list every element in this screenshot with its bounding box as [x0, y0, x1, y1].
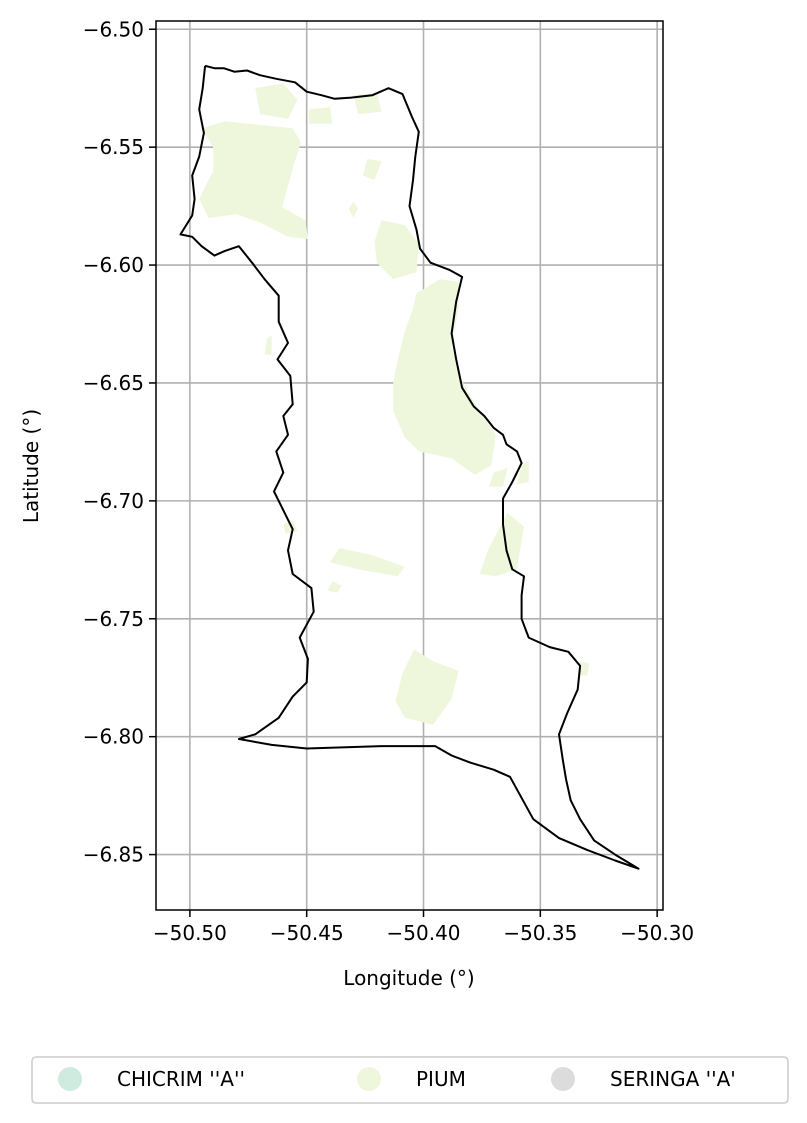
- parcel-pium-13: [395, 649, 459, 725]
- boundary-line: [179, 64, 640, 870]
- x-tick-label: −50.40: [387, 921, 461, 945]
- parcel-pium-8: [488, 467, 508, 487]
- grid-lines: [156, 21, 663, 910]
- y-tick-label: −6.85: [83, 843, 144, 867]
- x-tick-label: −50.45: [270, 921, 344, 945]
- legend-marker: [551, 1067, 575, 1091]
- parcel-pium-0: [199, 121, 308, 240]
- y-tick-label: −6.50: [83, 17, 144, 41]
- x-axis-ticks: −50.50 −50.45 −50.40 −50.35 −50.30: [153, 910, 694, 945]
- parcel-pium-5: [348, 201, 359, 218]
- x-axis-title: Longitude (°): [343, 966, 474, 990]
- parcel-pium-4: [362, 158, 382, 181]
- y-tick-label: −6.80: [83, 725, 144, 749]
- parcel-pium-3: [353, 92, 382, 115]
- legend-label: SERINGA ''A': [610, 1067, 736, 1091]
- y-tick-label: −6.60: [83, 253, 144, 277]
- legend: CHICRIM ''A'' PIUM SERINGA ''A': [31, 1056, 789, 1104]
- legend-label: PIUM: [416, 1067, 466, 1091]
- parcel-pium-12: [330, 548, 405, 577]
- parcel-pium-10: [479, 512, 524, 577]
- legend-label: CHICRIM ''A'': [117, 1067, 245, 1091]
- y-axis-ticks: −6.50 −6.55 −6.60 −6.65 −6.70 −6.75 −6.80 −6.85: [83, 17, 156, 867]
- parcel-pium-9: [517, 460, 529, 485]
- land-parcels: [199, 83, 590, 725]
- parcel-pium-6: [374, 220, 419, 280]
- x-tick-label: −50.50: [153, 921, 227, 945]
- y-tick-label: −6.70: [83, 489, 144, 513]
- legend-marker: [357, 1067, 381, 1091]
- legend-frame: [31, 1056, 789, 1104]
- legend-marker: [58, 1067, 82, 1091]
- plot-frame: [155, 20, 664, 911]
- parcel-pium-7: [393, 279, 496, 475]
- parcel-pium-16: [577, 661, 590, 676]
- municipality-boundary: [179, 64, 640, 870]
- y-tick-label: −6.75: [83, 607, 144, 631]
- x-tick-label: −50.30: [620, 921, 694, 945]
- y-axis-title: Latitude (°): [19, 409, 43, 523]
- x-tick-label: −50.35: [503, 921, 577, 945]
- parcel-pium-14: [283, 519, 298, 534]
- parcel-pium-1: [255, 83, 298, 119]
- parcel-pium-11: [327, 581, 342, 593]
- y-tick-label: −6.65: [83, 371, 144, 395]
- y-tick-label: −6.55: [83, 135, 144, 159]
- parcel-pium-2: [309, 107, 333, 124]
- parcel-pium-15: [264, 335, 272, 355]
